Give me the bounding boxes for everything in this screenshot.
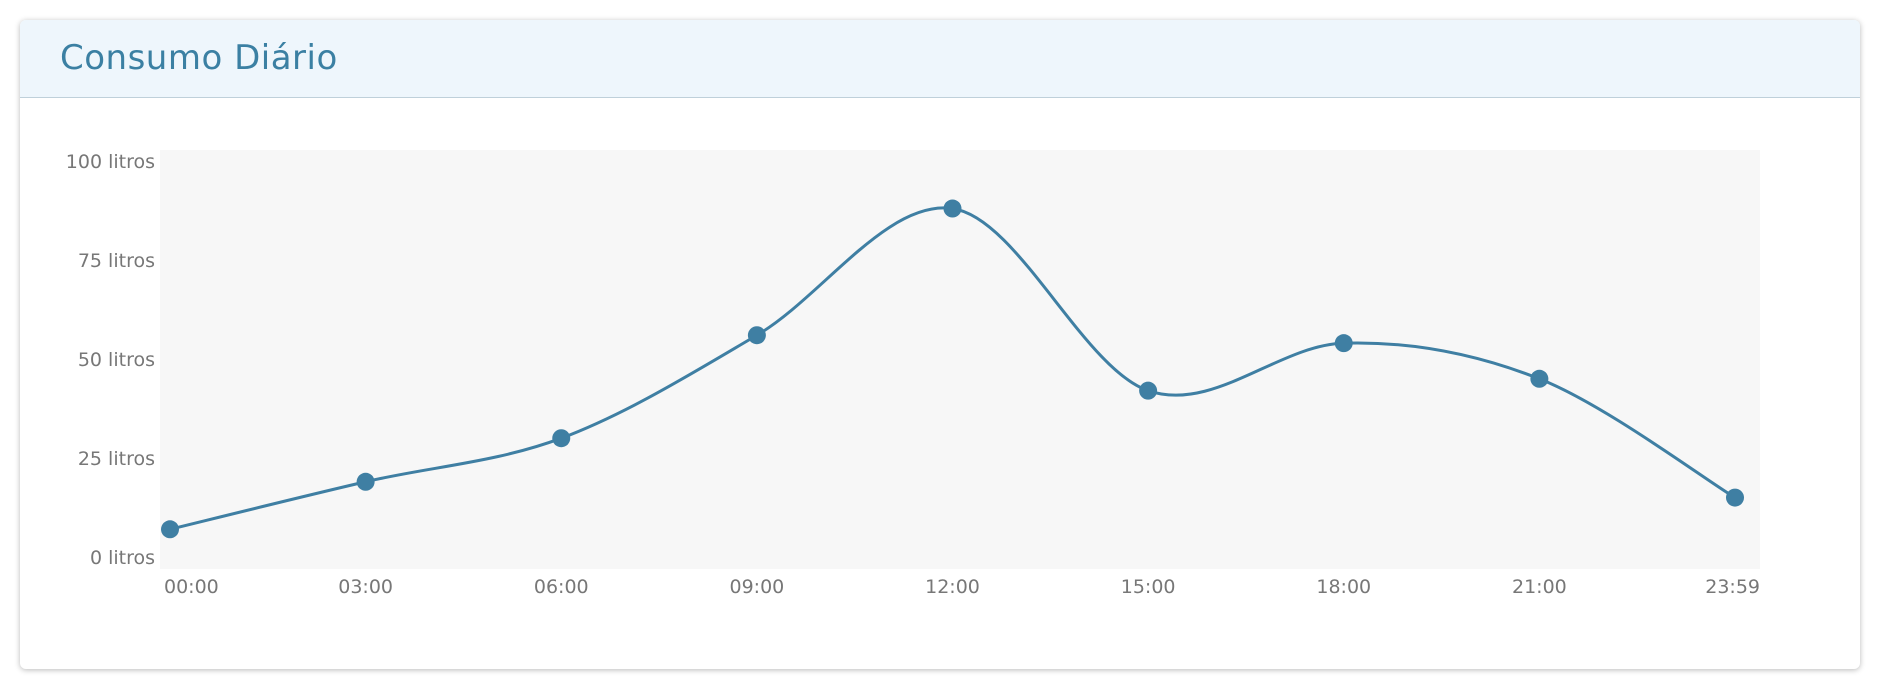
y-tick-label: 50 litros xyxy=(78,349,155,371)
data-points xyxy=(161,199,1744,539)
x-tick-label: 21:00 xyxy=(1512,576,1567,598)
data-point[interactable] xyxy=(356,472,375,491)
data-point[interactable] xyxy=(552,429,571,448)
x-tick-label: 12:00 xyxy=(925,576,980,598)
data-point[interactable] xyxy=(1334,334,1353,353)
panel-title: Consumo Diário xyxy=(60,38,338,78)
plot-area xyxy=(160,150,1760,569)
y-axis-ticks: 0 litros 25 litros 50 litros 75 litros 100 l… xyxy=(66,151,155,569)
x-tick-label: 00:00 xyxy=(164,576,219,598)
y-tick-label: 75 litros xyxy=(78,250,155,272)
x-tick-label: 09:00 xyxy=(729,576,784,598)
x-tick-label: 03:00 xyxy=(338,576,393,598)
x-tick-label: 15:00 xyxy=(1121,576,1176,598)
data-point[interactable] xyxy=(1726,488,1744,507)
x-tick-label: 23:59 xyxy=(1705,576,1760,598)
data-point[interactable] xyxy=(747,326,766,345)
panel-header: Consumo Diário xyxy=(20,20,1860,98)
x-tick-label: 18:00 xyxy=(1316,576,1371,598)
y-tick-label: 0 litros xyxy=(90,547,155,569)
data-point[interactable] xyxy=(161,520,179,539)
y-tick-label: 100 litros xyxy=(66,151,155,173)
y-tick-label: 25 litros xyxy=(78,448,155,470)
data-point[interactable] xyxy=(943,199,962,218)
data-point[interactable] xyxy=(1530,369,1549,388)
data-point[interactable] xyxy=(1139,381,1158,400)
x-tick-label: 06:00 xyxy=(534,576,589,598)
x-axis-ticks: 00:00 03:00 06:00 09:00 12:00 15:00 18:00 21:00… xyxy=(164,576,1760,598)
